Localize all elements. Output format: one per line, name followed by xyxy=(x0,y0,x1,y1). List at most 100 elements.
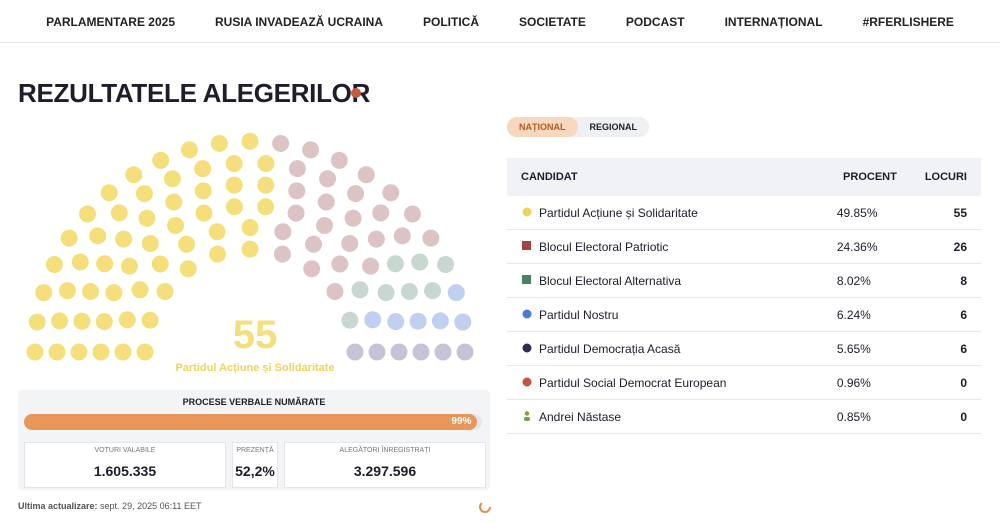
table-row: Blocul Electoral Patriotic 24.36% 26 xyxy=(507,229,981,264)
seat xyxy=(367,230,385,248)
seat xyxy=(71,253,89,271)
nav-link[interactable]: SOCIETATE xyxy=(519,15,586,29)
seat xyxy=(70,343,88,361)
tab[interactable]: NAȚIONAL xyxy=(507,117,578,137)
seat xyxy=(141,234,159,252)
marker-body xyxy=(524,416,530,421)
seat xyxy=(92,343,110,361)
update-label: Ultima actualizare: xyxy=(18,501,98,511)
stat-label: VOTURI VALABILE xyxy=(94,447,156,454)
seat xyxy=(330,151,348,169)
seat xyxy=(141,311,159,329)
candidate-cell: Blocul Electoral Alternativa xyxy=(507,263,777,298)
seat xyxy=(225,155,243,173)
seats-cell: 0 xyxy=(910,399,981,434)
seat xyxy=(288,160,306,178)
percent-cell: 5.65% xyxy=(776,331,911,366)
seat xyxy=(287,204,305,222)
seat xyxy=(412,343,430,361)
seat xyxy=(210,134,228,152)
seat xyxy=(403,205,421,223)
seat xyxy=(151,255,169,273)
seat xyxy=(347,185,365,203)
progress-track: 99% xyxy=(24,414,482,430)
seat xyxy=(305,235,322,253)
candidate-name: Andrei Năstase xyxy=(539,409,622,424)
hemicycle: 55 Partidul Acțiune și Solidaritate xyxy=(26,132,474,374)
seat xyxy=(393,227,411,245)
seat xyxy=(437,255,455,273)
nav-link[interactable]: POLITICĂ xyxy=(423,15,479,29)
stat-label: PREZENȚĂ xyxy=(236,447,274,454)
seat xyxy=(241,240,259,258)
seat xyxy=(138,209,156,227)
seat xyxy=(167,217,184,235)
candidate-name: Blocul Electoral Alternativa xyxy=(539,273,682,288)
party-marker xyxy=(522,343,532,352)
column-header: LOCURI xyxy=(910,158,981,196)
seat xyxy=(341,234,359,252)
seat xyxy=(135,185,153,203)
stat-box: ALEGĂTORI ÎNREGISTRAȚI 3.297.596 xyxy=(284,442,486,488)
refresh-icon[interactable] xyxy=(478,500,492,514)
seat xyxy=(386,255,404,273)
nav-link[interactable]: INTERNAȚIONAL xyxy=(724,15,823,29)
nav-link[interactable]: #RFERLISHERE xyxy=(862,15,954,29)
seat xyxy=(136,343,154,361)
table-row: Partidul Democrația Acasă 5.65% 6 xyxy=(507,331,981,366)
stat-value: 3.297.596 xyxy=(353,463,417,479)
marker-head xyxy=(524,410,530,416)
party-marker xyxy=(522,240,531,250)
last-update: Ultima actualizare: sept. 29, 2025 06:11… xyxy=(18,501,201,511)
seat xyxy=(131,281,149,299)
nav-link[interactable]: RUSIA INVADEAZĂ UCRAINA xyxy=(215,15,383,29)
seat xyxy=(241,132,259,150)
seat xyxy=(156,283,174,301)
marker-dot xyxy=(522,309,532,318)
column-header: PROCENT xyxy=(776,158,911,196)
nav-bar: PARLAMENTARE 2025 RUSIA INVADEAZĂ UCRAINA… xyxy=(0,0,1000,43)
seat xyxy=(331,255,349,273)
seat xyxy=(424,282,442,300)
seat xyxy=(180,141,198,159)
marker-square xyxy=(522,274,531,284)
seat xyxy=(447,284,465,302)
nav-link[interactable]: PODCAST xyxy=(625,15,685,29)
table-row: Andrei Năstase 0.85% 0 xyxy=(507,399,981,434)
table-row: Partidul Social Democrat European 0.96% 0 xyxy=(507,365,981,400)
seat xyxy=(274,223,292,241)
seat xyxy=(390,343,408,361)
seat xyxy=(26,343,44,361)
seat xyxy=(377,284,395,302)
leading-party: Partidul Acțiune și Solidaritate xyxy=(175,362,334,374)
candidate-name: Partidul Democrația Acasă xyxy=(539,341,681,356)
seat xyxy=(316,217,333,235)
seat xyxy=(302,141,320,159)
seat xyxy=(257,198,275,216)
tabs: NAȚIONAL REGIONAL xyxy=(507,117,650,137)
seat xyxy=(346,343,364,361)
nav-link[interactable]: PARLAMENTARE 2025 xyxy=(46,15,175,29)
percent-cell: 6.24% xyxy=(776,297,911,332)
stat-label: ALEGĂTORI ÎNREGISTRAȚI xyxy=(339,447,431,454)
seat xyxy=(341,311,359,329)
seat xyxy=(431,312,449,330)
party-marker xyxy=(522,377,532,386)
seat xyxy=(326,283,344,301)
seat xyxy=(73,312,91,330)
seat xyxy=(209,245,227,263)
seat xyxy=(257,176,275,194)
seat xyxy=(317,193,335,211)
update-date: sept. 29, 2025 06:11 EET xyxy=(100,501,202,511)
leading-seats: 55 xyxy=(233,313,278,357)
candidate-cell: Blocul Electoral Patriotic xyxy=(507,229,777,264)
candidate-cell: Partidul Nostru xyxy=(507,297,777,332)
tab[interactable]: REGIONAL xyxy=(589,122,638,132)
seats-cell: 55 xyxy=(910,196,981,230)
stat-box: PREZENȚĂ 52,2% xyxy=(232,442,278,488)
progress-fill: 99% xyxy=(24,414,478,430)
seat xyxy=(344,209,362,227)
seat xyxy=(400,282,418,300)
progress-label: 99% xyxy=(451,416,472,427)
seat xyxy=(194,182,212,200)
